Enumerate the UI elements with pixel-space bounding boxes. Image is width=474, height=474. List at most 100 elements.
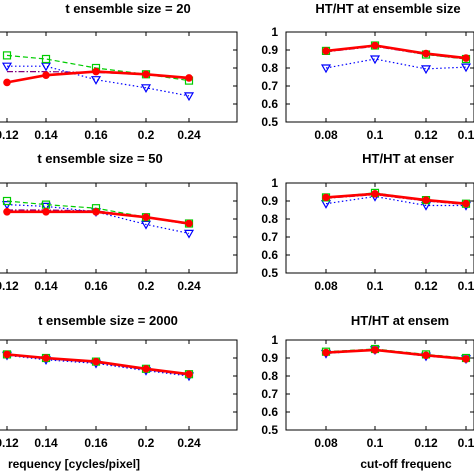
data-point-circle [422,196,430,204]
axes-box [0,182,238,274]
series-line-solid [325,348,467,361]
x-tick-label: 0.1 [367,128,384,142]
axes-box [285,31,474,123]
panel-title: HT/HT at enser [362,151,454,166]
data-point-triangle [369,55,381,65]
data-point-circle [142,365,150,373]
data-point-triangle [183,229,195,239]
y-tick-label: 0.8 [261,369,278,383]
panel-title: t ensemble size = 50 [37,151,162,166]
series-line-solid [325,44,467,60]
axes-box [285,182,474,274]
data-point-triangle [460,63,472,73]
panel-top-right: 1 0.9 0.8 0.7 0.6 0.5 0.08 0.1 0.12 0.1 HT/HT at e… [261,1,474,142]
data-point-circle [322,193,330,202]
data-point-triangle [183,92,195,102]
y-tick-label: 0.8 [261,61,278,75]
x-tick-label: 0.24 [177,128,201,142]
x-tick-label: 0.1 [458,128,474,142]
axes-box [0,339,238,431]
data-point-circle [92,357,100,366]
y-tick-label: 0.9 [261,194,278,208]
panel-title: HT/HT at ensem [351,313,449,328]
x-tick-label: 0.08 [314,279,338,293]
y-tick-label: 0.6 [261,97,278,111]
y-tick-label: 0.6 [261,248,278,262]
panel-title: HT/HT at ensemble size [315,1,460,16]
data-point-triangle [90,76,102,85]
y-tick-label: 0.9 [261,351,278,365]
data-point-circle [142,213,150,221]
data-point-circle [185,74,193,82]
x-tick-label: 0.16 [84,128,108,142]
x-tick-label: 0.1 [367,436,384,450]
data-point-triangle [420,65,432,75]
data-point-circle [92,208,100,216]
panel-top-left: 0.12 0.14 0.16 0.2 0.24 t ensemble size = 20 [0,1,238,142]
x-tick-label: 0.1 [458,436,474,450]
panel-middle-left: 0.12 0.14 0.16 0.2 0.24 t ensemble size = 50 [0,151,238,293]
x-tick-label: 0.08 [314,128,338,142]
data-point-circle [3,208,11,216]
y-tick-label: 0.8 [261,212,278,226]
x-tick-label: 0.12 [0,279,19,293]
data-point-square [41,54,51,64]
data-point-triangle [320,200,332,209]
y-tick-label: 1 [271,176,278,190]
x-tick-label: 0.12 [414,436,438,450]
x-tick-label: 0.14 [34,436,58,450]
x-axis-label: cut-off frequenc [360,457,452,471]
series-line-dotted [7,65,190,97]
x-tick-label: 0.16 [84,279,108,293]
series-group [1,196,195,239]
data-point-circle [3,78,11,87]
data-point-circle [42,71,50,79]
x-tick-label: 0.24 [177,436,201,450]
y-tick-label: 1 [271,25,278,39]
data-point-circle [371,190,379,198]
series-line-dotted [325,195,466,207]
x-tick-label: 0.1 [367,279,384,293]
data-point-circle [322,47,330,55]
series-group [320,41,472,75]
data-point-triangle [40,62,52,72]
x-tick-label: 0.08 [314,436,338,450]
data-point-triangle [140,220,152,230]
data-point-circle [462,199,470,208]
series-line-dotted [325,58,467,70]
y-tick-label: 0.5 [261,266,278,280]
data-point-square [2,196,12,206]
y-tick-label: 0.7 [261,387,278,401]
x-tick-label: 0.1 [458,279,474,293]
data-point-circle [185,370,193,379]
x-tick-label: 0.14 [34,128,58,142]
series-line-solid [325,192,467,205]
x-tick-label: 0.2 [138,128,155,142]
data-point-triangle [140,84,152,94]
data-point-circle [42,354,50,362]
axes-box [285,339,474,431]
y-tick-label: 0.6 [261,405,278,419]
series-group [320,344,472,365]
y-tick-label: 0.7 [261,79,278,93]
data-point-circle [371,41,379,50]
data-point-circle [3,350,11,359]
x-tick-label: 0.12 [0,128,19,142]
y-tick-label: 0.7 [261,230,278,244]
x-tick-label: 0.12 [414,279,438,293]
data-point-triangle [320,64,332,74]
data-point-circle [92,67,100,76]
x-tick-label: 0.2 [138,279,155,293]
panel-title: t ensemble size = 20 [65,1,190,16]
data-point-circle [422,49,430,58]
axes-box [0,31,238,123]
y-tick-label: 0.5 [261,115,278,129]
data-point-triangle [40,202,52,212]
x-axis-label: requency [cycles/pixel] [8,457,140,471]
data-point-square [2,51,12,60]
data-point-circle [142,70,150,79]
x-tick-label: 0.2 [138,436,155,450]
data-point-circle [322,348,330,357]
y-tick-label: 0.5 [261,423,278,437]
series-group [320,188,472,211]
